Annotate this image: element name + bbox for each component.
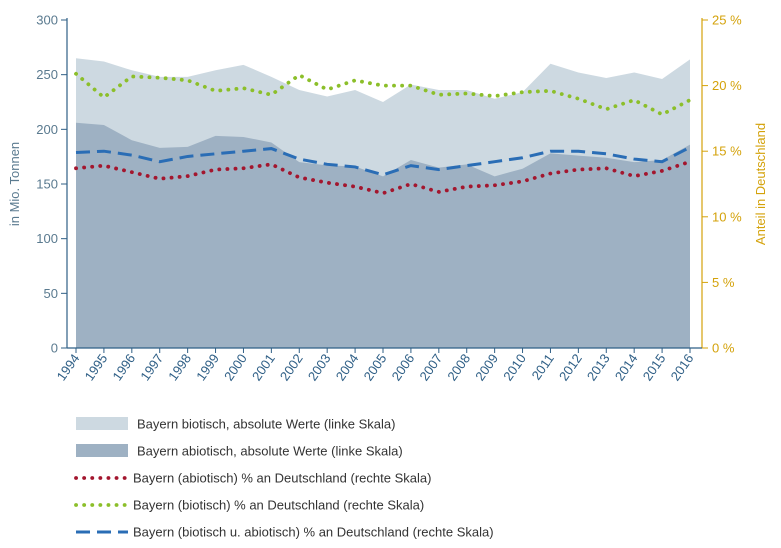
right-tick-label: 20 % [712,78,742,93]
legend-label-3: Bayern (biotisch) % an Deutschland (rech… [133,498,424,513]
left-tick-label: 250 [36,67,58,82]
x-tick-label: 2013 [584,351,613,383]
x-tick-label: 2000 [221,351,250,383]
x-tick-label: 2016 [668,351,697,383]
x-tick-label: 2011 [529,351,557,383]
x-tick-label: 2005 [361,351,390,383]
x-tick-label: 1999 [193,351,222,383]
left-tick-label: 100 [36,231,58,246]
left-tick-label: 150 [36,177,58,192]
legend-label-1: Bayern abiotisch, absolute Werte (linke … [137,444,403,459]
left-tick-label: 50 [44,286,58,301]
left-tick-label: 200 [36,122,58,137]
x-tick-label: 2001 [249,351,278,383]
legend-swatch-1 [76,444,128,457]
x-tick-label: 2014 [612,351,641,383]
x-tick-label: 1994 [54,351,83,383]
area-series-1 [76,122,690,349]
area-layer [76,58,690,349]
right-tick-label: 15 % [712,144,742,159]
x-tick-label: 2003 [305,351,334,383]
x-tick-label: 2009 [472,351,501,383]
x-tick-label: 2010 [500,351,529,383]
legend-swatch-0 [76,417,128,430]
right-tick-label: 0 % [712,341,735,356]
x-tick-label: 2015 [640,351,669,383]
line-series-2 [74,159,692,196]
right-tick-label: 5 % [712,275,735,290]
right-axis-title: Anteil in Deutschland [753,123,768,245]
x-tick-label: 2004 [333,351,362,383]
x-tick-label: 2002 [277,351,306,383]
x-tick-label: 2007 [416,351,445,383]
right-tick-label: 10 % [712,209,742,224]
x-tick-label: 1995 [81,351,110,383]
legend-label-2: Bayern (abiotisch) % an Deutschland (rec… [133,471,431,486]
x-tick-label: 2012 [556,351,585,383]
left-tick-label: 300 [36,13,58,28]
legend: Bayern biotisch, absolute Werte (linke S… [74,417,494,540]
x-tick-label: 2006 [388,351,417,383]
line-layer [74,71,692,196]
x-tick-label: 1998 [165,351,194,383]
legend-label-0: Bayern biotisch, absolute Werte (linke S… [137,417,395,432]
left-axis-title: in Mio. Tonnen [7,142,22,226]
legend-label-4: Bayern (biotisch u. abiotisch) % an Deut… [133,525,494,540]
left-tick-label: 0 [51,341,58,356]
x-tick-label: 2008 [444,351,473,383]
x-tick-label: 1997 [137,351,166,383]
right-tick-label: 25 % [712,13,742,28]
x-tick-label: 1996 [109,351,138,383]
